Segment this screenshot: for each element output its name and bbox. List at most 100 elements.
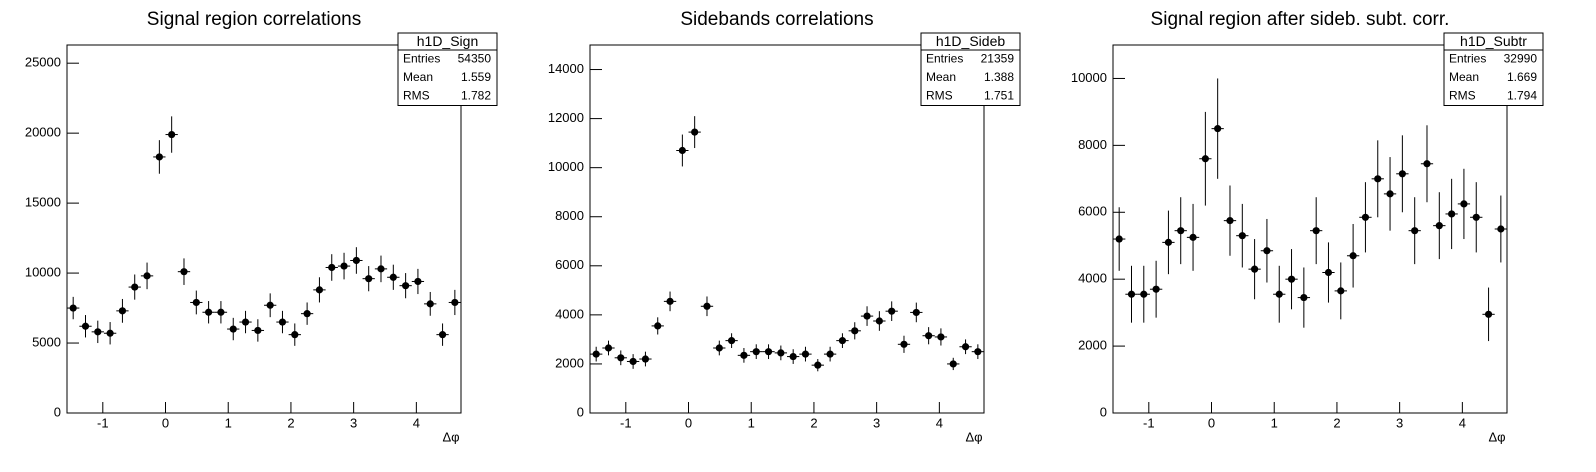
data-point	[426, 300, 434, 308]
stats-label: Mean	[1449, 70, 1479, 84]
data-point	[1497, 225, 1505, 233]
data-point	[801, 350, 810, 358]
x-tick-label: 0	[162, 415, 169, 430]
stats-value: 1.388	[984, 70, 1014, 84]
data-point	[241, 318, 250, 326]
y-tick-label: 5000	[32, 334, 61, 349]
y-tick-label: 2000	[1078, 338, 1107, 353]
data-point	[94, 328, 102, 336]
data-point	[192, 298, 200, 307]
data-point	[1312, 227, 1320, 235]
data-point	[740, 351, 748, 359]
data-point	[1177, 227, 1185, 235]
data-point	[764, 348, 773, 356]
x-tick-label: -1	[97, 415, 109, 430]
y-tick-label: 25000	[25, 55, 61, 70]
data-point	[1374, 175, 1382, 183]
data-point	[438, 331, 447, 339]
data-point	[340, 262, 348, 270]
data-point	[777, 349, 785, 357]
stats-title: h1D_Sideb	[936, 33, 1005, 49]
data-point	[1189, 233, 1197, 241]
data-point	[949, 360, 957, 368]
data-point	[1386, 190, 1394, 198]
data-point	[1164, 238, 1173, 246]
data-point	[666, 297, 674, 305]
data-point	[826, 350, 834, 358]
data-point	[1349, 252, 1357, 260]
data-point	[1448, 210, 1456, 218]
data-point	[180, 268, 188, 276]
stats-value: 1.669	[1507, 70, 1537, 84]
y-tick-label: 8000	[1078, 137, 1107, 152]
x-tick-label: 3	[873, 415, 880, 430]
data-point	[1140, 290, 1148, 298]
data-point	[654, 322, 662, 330]
histogram-panel: Sidebands correlations 0 2000 4000 6000 8000 1…	[548, 9, 1021, 444]
y-tick-label: 2000	[555, 355, 584, 370]
data-point	[365, 275, 373, 283]
stats-label: Entries	[1449, 51, 1486, 65]
data-point	[727, 337, 736, 345]
data-point	[389, 273, 397, 281]
stats-label: Entries	[926, 51, 963, 65]
data-point	[641, 355, 650, 363]
data-point	[1435, 222, 1443, 230]
data-point	[1361, 213, 1370, 221]
data-point	[715, 344, 723, 352]
data-point	[328, 263, 336, 272]
x-tick-label: 3	[1396, 415, 1403, 430]
data-point	[81, 322, 90, 330]
data-point	[629, 357, 637, 366]
data-point	[752, 348, 760, 356]
data-point	[1460, 200, 1468, 208]
x-tick-label: -1	[620, 415, 632, 430]
y-tick-label: 12000	[548, 110, 584, 125]
data-point	[352, 256, 360, 265]
y-tick-label: 0	[577, 404, 584, 419]
stats-label: RMS	[1449, 88, 1476, 102]
stats-box	[920, 32, 1021, 106]
data-point	[303, 310, 311, 318]
x-axis-label: Δφ	[1488, 429, 1505, 444]
data-point	[1115, 235, 1123, 243]
data-point	[961, 343, 970, 351]
data-point	[118, 307, 127, 315]
y-tick-label: 6000	[555, 257, 584, 272]
data-point	[1472, 213, 1480, 221]
data-point	[1152, 285, 1160, 293]
data-point	[106, 329, 114, 337]
y-tick-label: 8000	[555, 208, 584, 223]
y-tick-label: 14000	[548, 61, 584, 76]
stats-label: RMS	[403, 88, 430, 102]
data-point	[1263, 247, 1271, 255]
y-tick-label: 10000	[25, 265, 61, 280]
stats-value: 1.751	[984, 88, 1014, 102]
data-point	[291, 331, 299, 339]
stats-value: 1.794	[1507, 88, 1537, 102]
stats-title: h1D_Subtr	[1460, 33, 1527, 49]
stats-label: Mean	[926, 70, 956, 84]
chart-title: Signal region after sideb. subt. corr.	[1151, 9, 1450, 30]
data-point	[912, 308, 920, 317]
data-point	[155, 153, 163, 161]
data-point	[1226, 217, 1234, 225]
y-tick-label: 15000	[25, 195, 61, 210]
data-point	[1214, 125, 1222, 133]
y-tick-label: 4000	[555, 306, 584, 321]
x-axis-label: Δφ	[442, 429, 459, 444]
histogram-panel: Signal region after sideb. subt. corr. 0 2…	[1071, 9, 1544, 444]
chart-title: Signal region correlations	[147, 9, 361, 30]
data-point	[592, 350, 600, 358]
data-point	[1423, 160, 1431, 168]
data-point	[900, 340, 908, 348]
x-tick-label: 1	[1271, 415, 1278, 430]
stats-value: 32990	[1504, 51, 1538, 65]
y-tick-label: 20000	[25, 125, 61, 140]
data-point	[974, 348, 982, 356]
data-point	[1484, 310, 1493, 318]
data-point	[377, 265, 385, 273]
data-point	[315, 286, 324, 294]
data-point	[691, 128, 699, 136]
data-point	[1337, 287, 1345, 295]
